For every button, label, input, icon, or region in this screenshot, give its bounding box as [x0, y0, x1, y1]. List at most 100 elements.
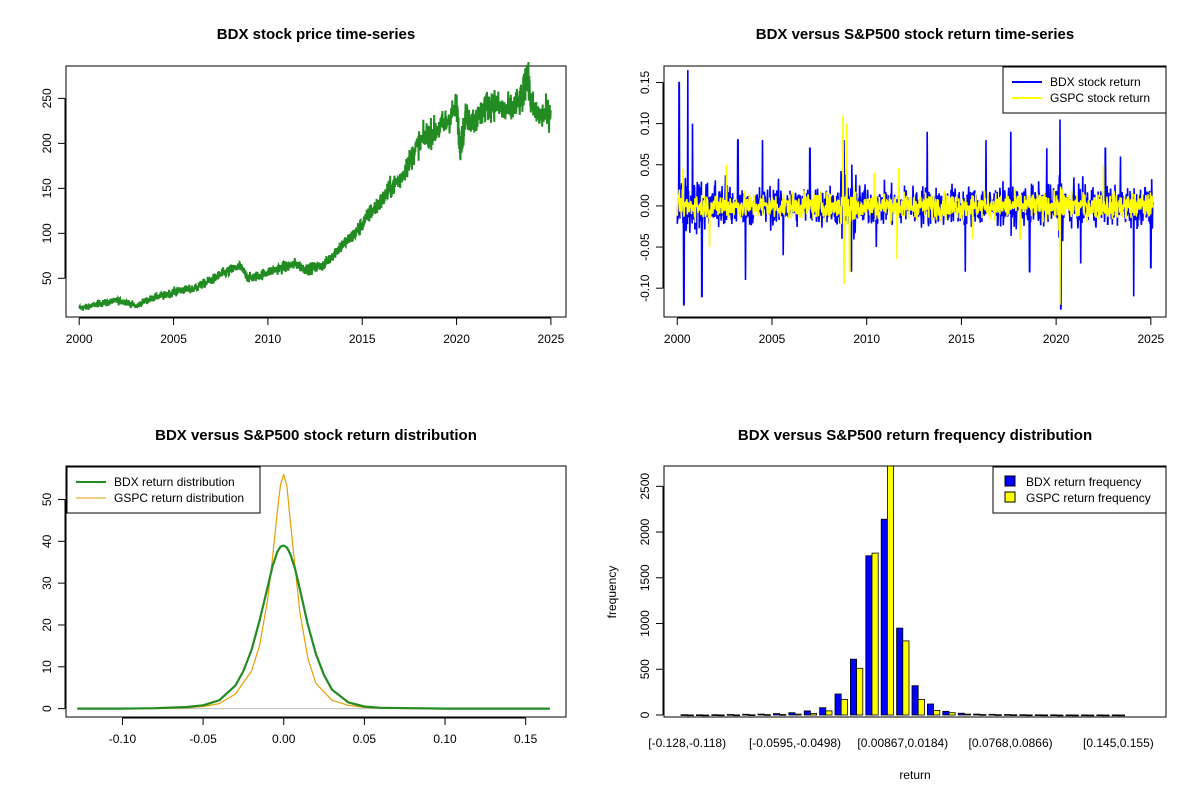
gspc-bar: [1025, 714, 1033, 717]
x-tick-label: 2025: [1137, 332, 1164, 346]
y-tick-label: 250: [40, 88, 54, 108]
series-lines: [77, 473, 550, 710]
gspc-bar: [887, 465, 895, 716]
y-tick-label: 0.10: [638, 112, 652, 136]
panel-title: BDX versus S&P500 return frequency distr…: [738, 427, 1092, 444]
series-lines: [676, 70, 1154, 310]
x-axis: 2000 2005 2010 2015 2020 2025: [664, 317, 1165, 346]
legend-label-gspc: GSPC return frequency: [1026, 491, 1151, 505]
legend-box: [66, 466, 261, 514]
legend: BDX return frequency GSPC return frequen…: [992, 466, 1167, 514]
plot-frame: [663, 65, 1167, 318]
y-tick-label: 500: [638, 659, 652, 679]
bdx-bar: [726, 714, 734, 716]
gspc-bar: [1102, 714, 1110, 717]
y-axis: 0 10 20 30 40 50: [40, 492, 66, 712]
gspc-bar: [964, 713, 972, 716]
gspc-bar: [1118, 714, 1126, 717]
bdx-bar: [803, 710, 811, 716]
bdx-bar: [773, 713, 781, 716]
bdx-bar: [957, 712, 965, 716]
x-tick-label: 2015: [349, 332, 376, 346]
y-tick-label: 200: [40, 133, 54, 153]
panel-density: BDX versus S&P500 stock return distribut…: [40, 427, 567, 746]
panel-title: BDX versus S&P500 stock return time-seri…: [756, 26, 1074, 43]
gspc-bar: [1041, 714, 1049, 717]
bdx-density-line: [77, 544, 550, 710]
x-tick-label: 2020: [1043, 332, 1070, 346]
legend-swatch-bdx: [1004, 475, 1016, 487]
panel-title: BDX stock price time-series: [217, 26, 415, 43]
gspc-bar: [794, 713, 802, 716]
bdx-return-line: [676, 70, 1154, 310]
legend-box: [1002, 66, 1167, 114]
y-tick-label: 1000: [638, 610, 652, 637]
panel-title: BDX versus S&P500 stock return distribut…: [155, 427, 477, 444]
y-tick-label: 20: [40, 618, 54, 632]
legend-label-gspc: GSPC return distribution: [114, 491, 244, 505]
plot-frame: [65, 465, 567, 718]
bdx-bar: [973, 713, 981, 716]
y-axis: -0.10 -0.05 0.00 0.05 0.10 0.15: [638, 70, 664, 302]
gspc-bar: [717, 714, 725, 717]
legend-label-gspc: GSPC stock return: [1050, 91, 1150, 105]
bdx-bar: [1050, 714, 1058, 716]
plot-frame: [65, 65, 567, 318]
price-line: [78, 61, 552, 311]
x-tick-label: 2015: [948, 332, 975, 346]
y-tick-label: 0.05: [638, 153, 652, 177]
bdx-bar: [742, 713, 750, 716]
x-tick-label: 2005: [160, 332, 187, 346]
gspc-bar: [948, 712, 956, 716]
gspc-bar: [825, 710, 833, 716]
y-tick-label: -0.05: [638, 233, 652, 261]
y-tick-label: 50: [40, 492, 54, 506]
x-axis-label: return: [899, 768, 930, 782]
gspc-bar: [1056, 714, 1064, 717]
x-axis: 2000 2005 2010 2015 2020 2025: [66, 317, 565, 346]
gspc-density-line: [77, 473, 550, 710]
gspc-bar: [733, 714, 741, 717]
gspc-bar: [763, 714, 771, 716]
y-tick-label: 1500: [638, 564, 652, 591]
x-tick-label: [-0.128,-0.118): [648, 736, 726, 750]
y-tick-label: 100: [40, 223, 54, 243]
y-tick-label: 150: [40, 178, 54, 198]
panel-histogram: BDX versus S&P500 return frequency distr…: [605, 427, 1167, 782]
y-axis: 0 500 1000 1500 2000 2500: [638, 473, 664, 718]
x-tick-label: 2010: [853, 332, 880, 346]
bdx-bar: [911, 685, 919, 716]
legend-label-bdx: BDX return distribution: [114, 475, 235, 489]
bdx-bar: [788, 712, 796, 716]
bdx-bar: [1004, 714, 1012, 716]
bdx-bar: [850, 658, 858, 716]
x-tick-label: 2020: [443, 332, 470, 346]
bdx-bar: [680, 714, 688, 716]
gspc-bar: [779, 714, 787, 716]
bdx-bar: [819, 707, 827, 716]
x-tick-label: 2025: [538, 332, 565, 346]
y-tick-label: 40: [40, 534, 54, 548]
y-tick-label: 0.00: [638, 194, 652, 218]
x-tick-label: 2005: [759, 332, 786, 346]
bdx-bar: [988, 713, 996, 716]
gspc-bar: [810, 713, 818, 716]
x-tick-label: 0.05: [353, 732, 377, 746]
legend-label-bdx: BDX return frequency: [1026, 475, 1141, 489]
gspc-bar: [994, 714, 1002, 716]
bdx-bar: [896, 627, 904, 716]
y-tick-label: 0.15: [638, 70, 652, 94]
x-tick-label: 0.10: [433, 732, 457, 746]
bdx-bar: [1034, 714, 1042, 716]
bdx-bar: [1019, 714, 1027, 716]
x-tick-label: [0.00867,0.0184): [857, 736, 948, 750]
bdx-bar: [834, 693, 842, 716]
panel-price: BDX stock price time-series 2000 2005 2010…: [40, 26, 567, 346]
plot-frame: [663, 465, 1167, 718]
x-tick-label: 2000: [664, 332, 691, 346]
bdx-bar: [927, 703, 935, 716]
legend-box: [992, 466, 1167, 514]
legend-label-bdx: BDX stock return: [1050, 75, 1141, 89]
y-tick-label: -0.10: [638, 274, 652, 302]
gspc-bar: [1010, 714, 1018, 716]
